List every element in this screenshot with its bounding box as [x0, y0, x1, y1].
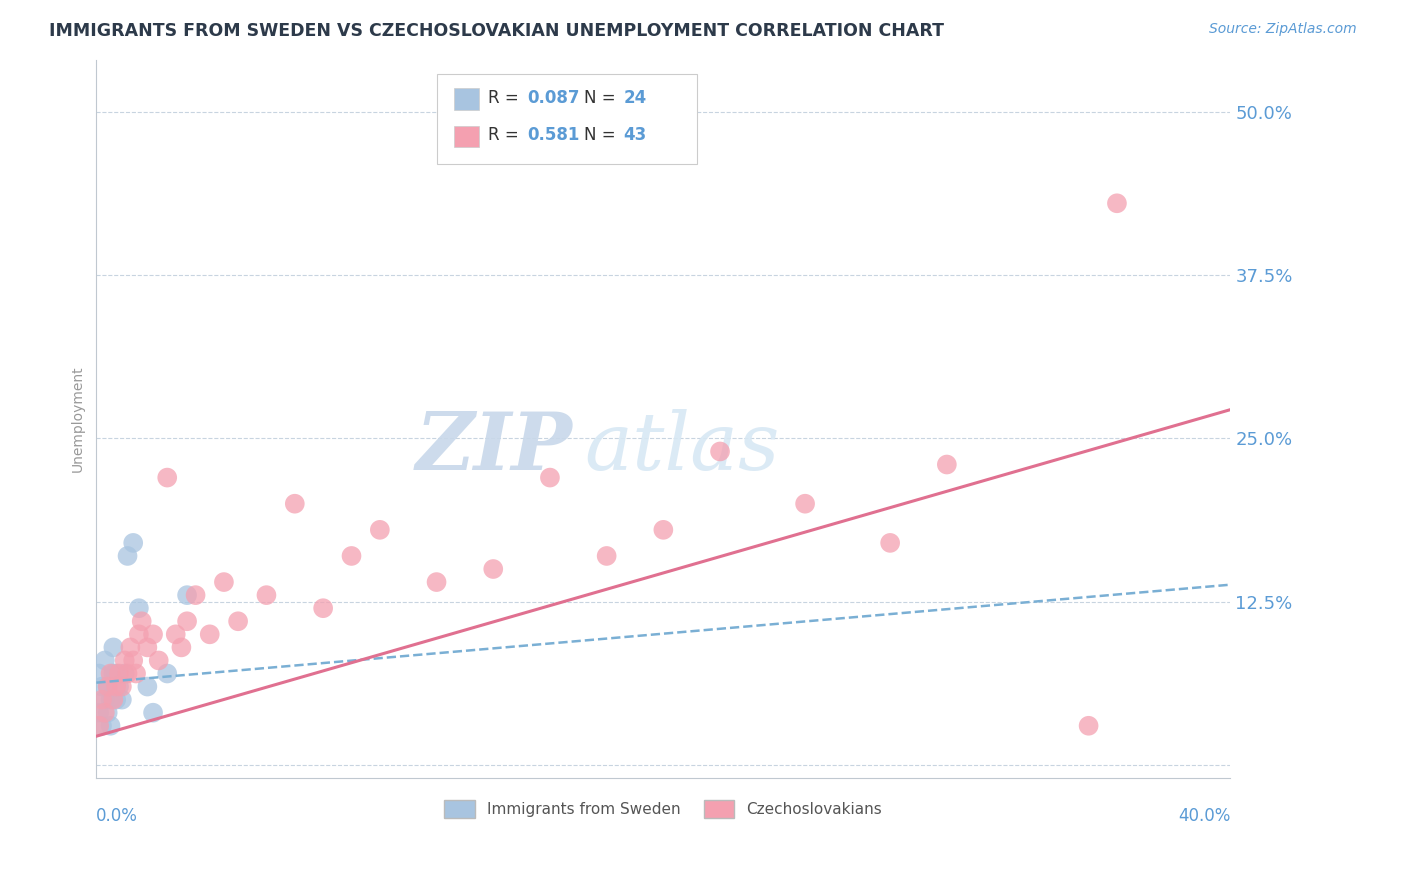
Point [100, 692, 122, 706]
Point [117, 549, 139, 563]
Point [97, 680, 120, 694]
Point [114, 666, 136, 681]
Point [94, 706, 117, 720]
Point [156, 470, 179, 484]
Point [709, 444, 731, 458]
Point [794, 497, 817, 511]
Text: 0.581: 0.581 [527, 126, 579, 144]
Point [108, 680, 131, 694]
Point [482, 562, 505, 576]
Point [128, 627, 150, 641]
Point [97, 706, 120, 720]
Point [122, 536, 145, 550]
Text: 40.0%: 40.0% [1178, 806, 1230, 825]
Text: atlas: atlas [583, 409, 779, 486]
Point [935, 458, 957, 472]
Point [170, 640, 193, 655]
Point [256, 588, 278, 602]
Point [136, 680, 159, 694]
Point [156, 666, 179, 681]
Text: 24: 24 [624, 88, 647, 107]
Point [94, 653, 117, 667]
Point [108, 666, 131, 681]
Point [595, 549, 617, 563]
Text: 43: 43 [624, 126, 647, 144]
Point [122, 653, 145, 667]
Point [284, 497, 307, 511]
Point [340, 549, 363, 563]
Point [1105, 196, 1128, 211]
Point [91, 719, 114, 733]
Y-axis label: Unemployment: Unemployment [72, 366, 86, 472]
Point [89, 666, 111, 681]
Point [538, 470, 561, 484]
Legend: Immigrants from Sweden, Czechoslovakians: Immigrants from Sweden, Czechoslovakians [439, 795, 889, 824]
Point [176, 588, 198, 602]
Text: 0.087: 0.087 [527, 88, 579, 107]
Text: Source: ZipAtlas.com: Source: ZipAtlas.com [1209, 22, 1357, 37]
Point [165, 627, 187, 641]
FancyBboxPatch shape [454, 126, 478, 147]
Point [114, 653, 136, 667]
Point [425, 575, 447, 590]
Point [111, 680, 134, 694]
Point [105, 680, 128, 694]
Text: R =: R = [488, 126, 523, 144]
Point [128, 601, 150, 615]
Point [1077, 719, 1099, 733]
Point [100, 666, 122, 681]
Point [125, 666, 148, 681]
Point [148, 653, 170, 667]
Point [226, 614, 249, 628]
Point [312, 601, 335, 615]
Point [652, 523, 675, 537]
Text: N =: N = [583, 126, 621, 144]
Point [212, 575, 235, 590]
Point [198, 627, 221, 641]
Point [879, 536, 901, 550]
Text: R =: R = [488, 88, 523, 107]
Text: N =: N = [583, 88, 621, 107]
Point [105, 692, 128, 706]
Point [111, 692, 134, 706]
Point [105, 666, 128, 681]
Point [120, 640, 142, 655]
Point [368, 523, 391, 537]
Point [103, 640, 125, 655]
Point [103, 692, 125, 706]
Point [91, 680, 114, 694]
Point [91, 692, 114, 706]
Text: 0.0%: 0.0% [97, 806, 138, 825]
Point [184, 588, 207, 602]
Point [89, 719, 111, 733]
Point [142, 706, 165, 720]
Point [100, 719, 122, 733]
Point [89, 706, 111, 720]
FancyBboxPatch shape [436, 74, 697, 164]
Point [131, 614, 153, 628]
Point [142, 627, 165, 641]
Text: IMMIGRANTS FROM SWEDEN VS CZECHOSLOVAKIAN UNEMPLOYMENT CORRELATION CHART: IMMIGRANTS FROM SWEDEN VS CZECHOSLOVAKIA… [49, 22, 945, 40]
Point [176, 614, 198, 628]
Point [136, 640, 159, 655]
Point [103, 666, 125, 681]
Point [97, 680, 120, 694]
Point [117, 666, 139, 681]
Point [94, 692, 117, 706]
FancyBboxPatch shape [454, 88, 478, 110]
Text: ZIP: ZIP [416, 409, 572, 486]
